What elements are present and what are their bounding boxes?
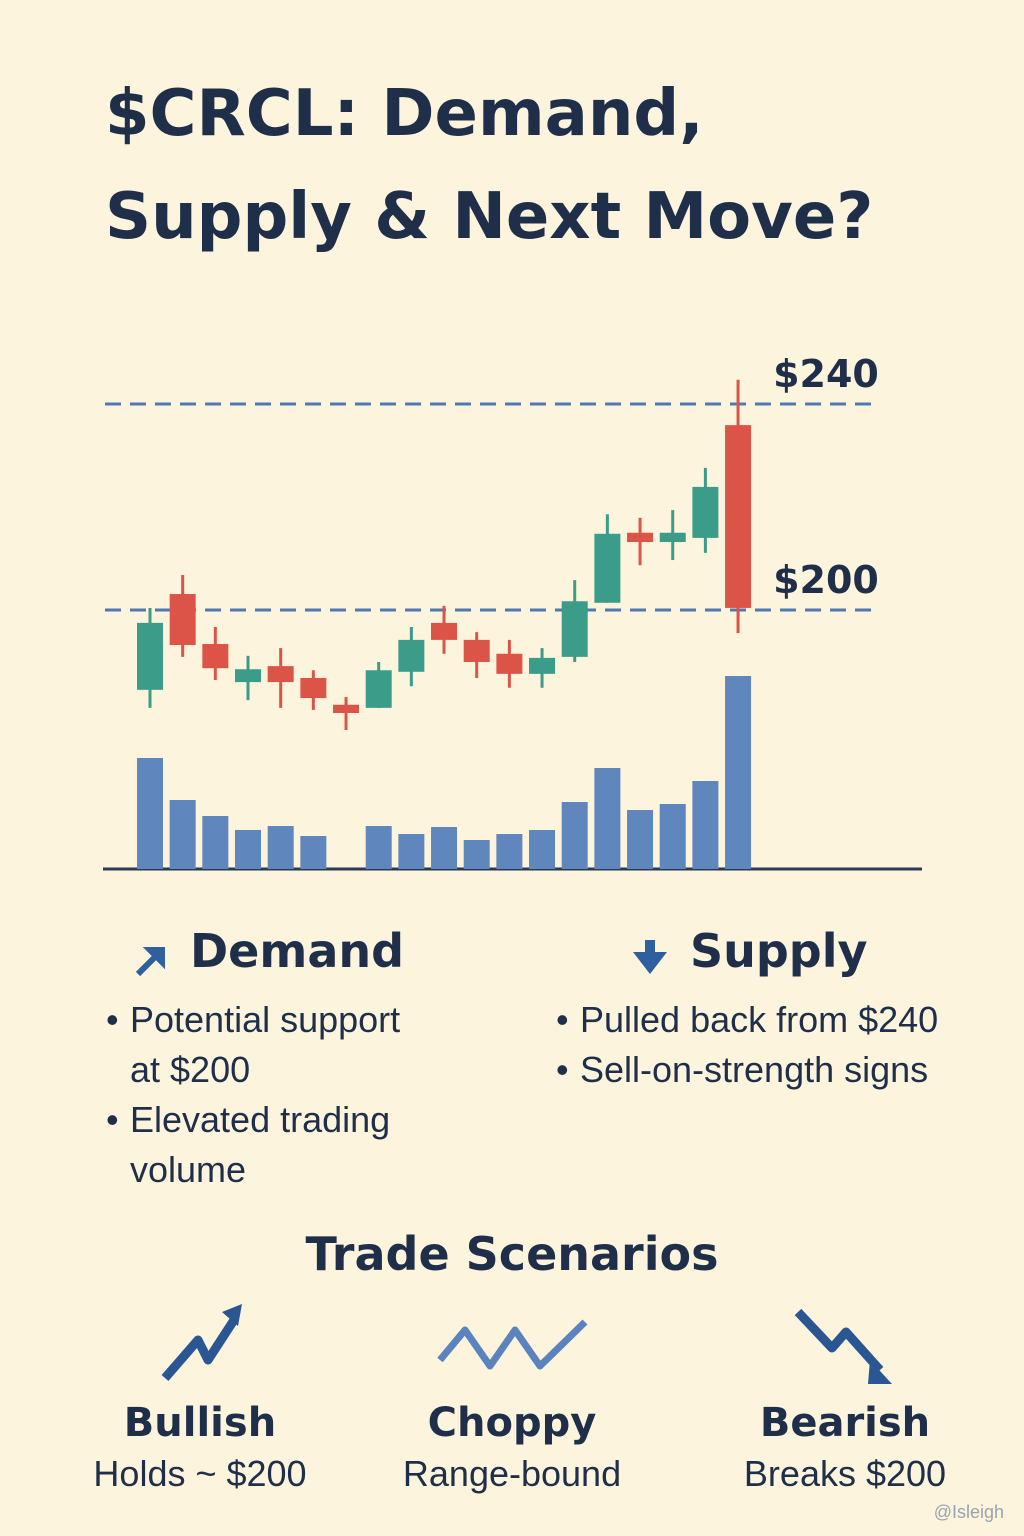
volume-bar [202,816,229,869]
candle-body [725,425,752,608]
volume-bar [137,758,163,869]
title-line: Supply & Next Move? [105,180,873,254]
supply-heading: Supply [690,924,868,978]
candle-body [300,677,327,699]
level-label: $200 [773,558,879,602]
candle-body [235,669,262,683]
volume-bar [365,826,392,869]
candle-body [398,639,425,672]
bullet: • [106,999,119,1040]
volume-bar [463,840,490,869]
scenario-note: Holds ~ $200 [93,1453,306,1494]
watermark: @Isleigh [934,1502,1004,1522]
bullet-text: Pulled back from $240 [580,999,938,1040]
volume-bar [725,676,752,869]
candle-body [365,670,392,708]
scenario-name: Bullish [124,1400,276,1446]
demand-icon [135,947,165,977]
volume-bar [594,768,621,869]
level-label: $240 [773,352,879,396]
volume-bar [627,810,654,869]
demand-heading: Demand [190,924,404,978]
candle-body [659,532,686,543]
bullish-arrowhead [222,1304,242,1326]
bearish-icon [794,1308,884,1374]
volume-bar [398,834,425,869]
candle-body [627,532,654,543]
candle-body [169,594,196,646]
volume-bar [692,781,719,869]
volume-bar [659,804,686,869]
candle-body [202,643,229,669]
volume-bar [496,834,523,869]
candle-body [529,657,556,674]
bullet-text: Sell-on-strength signs [580,1049,928,1090]
bullish-icon [161,1317,238,1381]
bullet: • [556,1049,569,1090]
candle-body [431,622,458,640]
volume-bar [169,800,196,869]
volume-bar [267,826,294,869]
volume-bar [431,827,458,869]
candle-body [692,486,719,538]
bullet-text: Potential support [130,999,400,1040]
bullet-text: at $200 [130,1049,250,1090]
volume-bar [561,802,588,869]
candle-body [463,639,490,663]
candle-body [333,704,360,713]
volume-bar [529,830,556,869]
candle-body [594,533,621,603]
candle-body [137,622,163,690]
scenario-note: Range-bound [403,1453,621,1494]
bearish-arrowhead [868,1360,892,1384]
bullet-text: volume [130,1149,246,1190]
bullet: • [556,999,569,1040]
bullet: • [106,1099,119,1140]
candle-body [496,653,523,674]
scenario-note: Breaks $200 [744,1453,946,1494]
choppy-icon [437,1319,588,1370]
scenario-name: Choppy [428,1400,597,1446]
title-line: $CRCL: Demand, [105,77,704,151]
volume-bar [235,830,262,869]
supply-icon [633,940,667,974]
bullet-text: Elevated trading [130,1099,390,1140]
scenarios-heading: Trade Scenarios [305,1227,718,1281]
candle-body [267,666,294,683]
candle-body [561,601,588,657]
volume-bar [300,836,327,869]
scenario-name: Bearish [760,1400,930,1446]
